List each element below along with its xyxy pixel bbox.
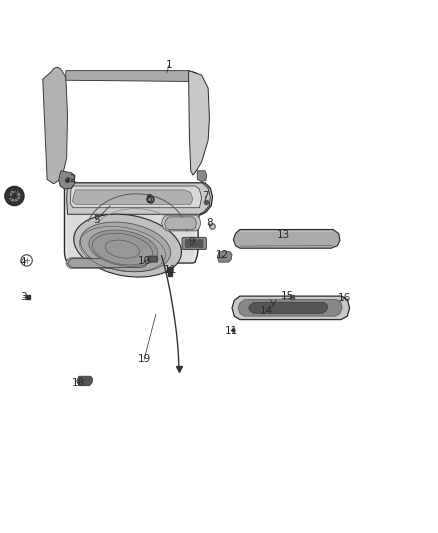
Polygon shape [233,230,340,248]
Text: 1: 1 [166,60,172,70]
Polygon shape [66,71,198,82]
Text: 6: 6 [145,193,152,204]
Text: 7: 7 [202,191,208,201]
Polygon shape [70,186,201,208]
Polygon shape [72,190,193,204]
Polygon shape [43,67,67,184]
Text: 12: 12 [216,250,229,260]
Circle shape [5,187,24,206]
Text: 18: 18 [71,378,85,388]
Text: 9: 9 [189,237,195,247]
Polygon shape [232,296,350,320]
Polygon shape [238,300,342,316]
Text: 2: 2 [69,174,76,184]
Polygon shape [67,259,147,268]
Text: 16: 16 [338,293,351,303]
Polygon shape [59,171,74,189]
Polygon shape [162,215,201,231]
Text: 14: 14 [259,306,272,316]
Polygon shape [64,183,212,263]
Ellipse shape [74,214,181,277]
Text: 11: 11 [225,326,238,336]
Circle shape [11,193,18,199]
Circle shape [8,190,21,202]
FancyBboxPatch shape [198,239,203,247]
Polygon shape [188,71,209,175]
Text: 8: 8 [206,218,213,228]
Polygon shape [67,184,209,262]
Text: 11: 11 [164,265,177,276]
Polygon shape [148,256,158,262]
Polygon shape [77,376,93,386]
FancyBboxPatch shape [191,239,197,247]
Polygon shape [67,183,210,214]
Polygon shape [249,302,328,313]
Polygon shape [66,258,155,268]
Text: 4: 4 [20,257,26,267]
Polygon shape [217,252,232,262]
Text: 13: 13 [277,230,290,240]
Polygon shape [165,217,196,230]
Text: 15: 15 [281,291,294,301]
Ellipse shape [89,230,158,266]
Text: 10: 10 [138,256,151,266]
FancyBboxPatch shape [182,237,206,249]
Polygon shape [197,171,207,182]
Text: 17: 17 [6,190,19,200]
Text: 19: 19 [138,354,151,364]
Text: 3: 3 [20,292,26,302]
Text: 5: 5 [93,215,99,225]
FancyBboxPatch shape [185,239,191,247]
Ellipse shape [80,222,171,272]
